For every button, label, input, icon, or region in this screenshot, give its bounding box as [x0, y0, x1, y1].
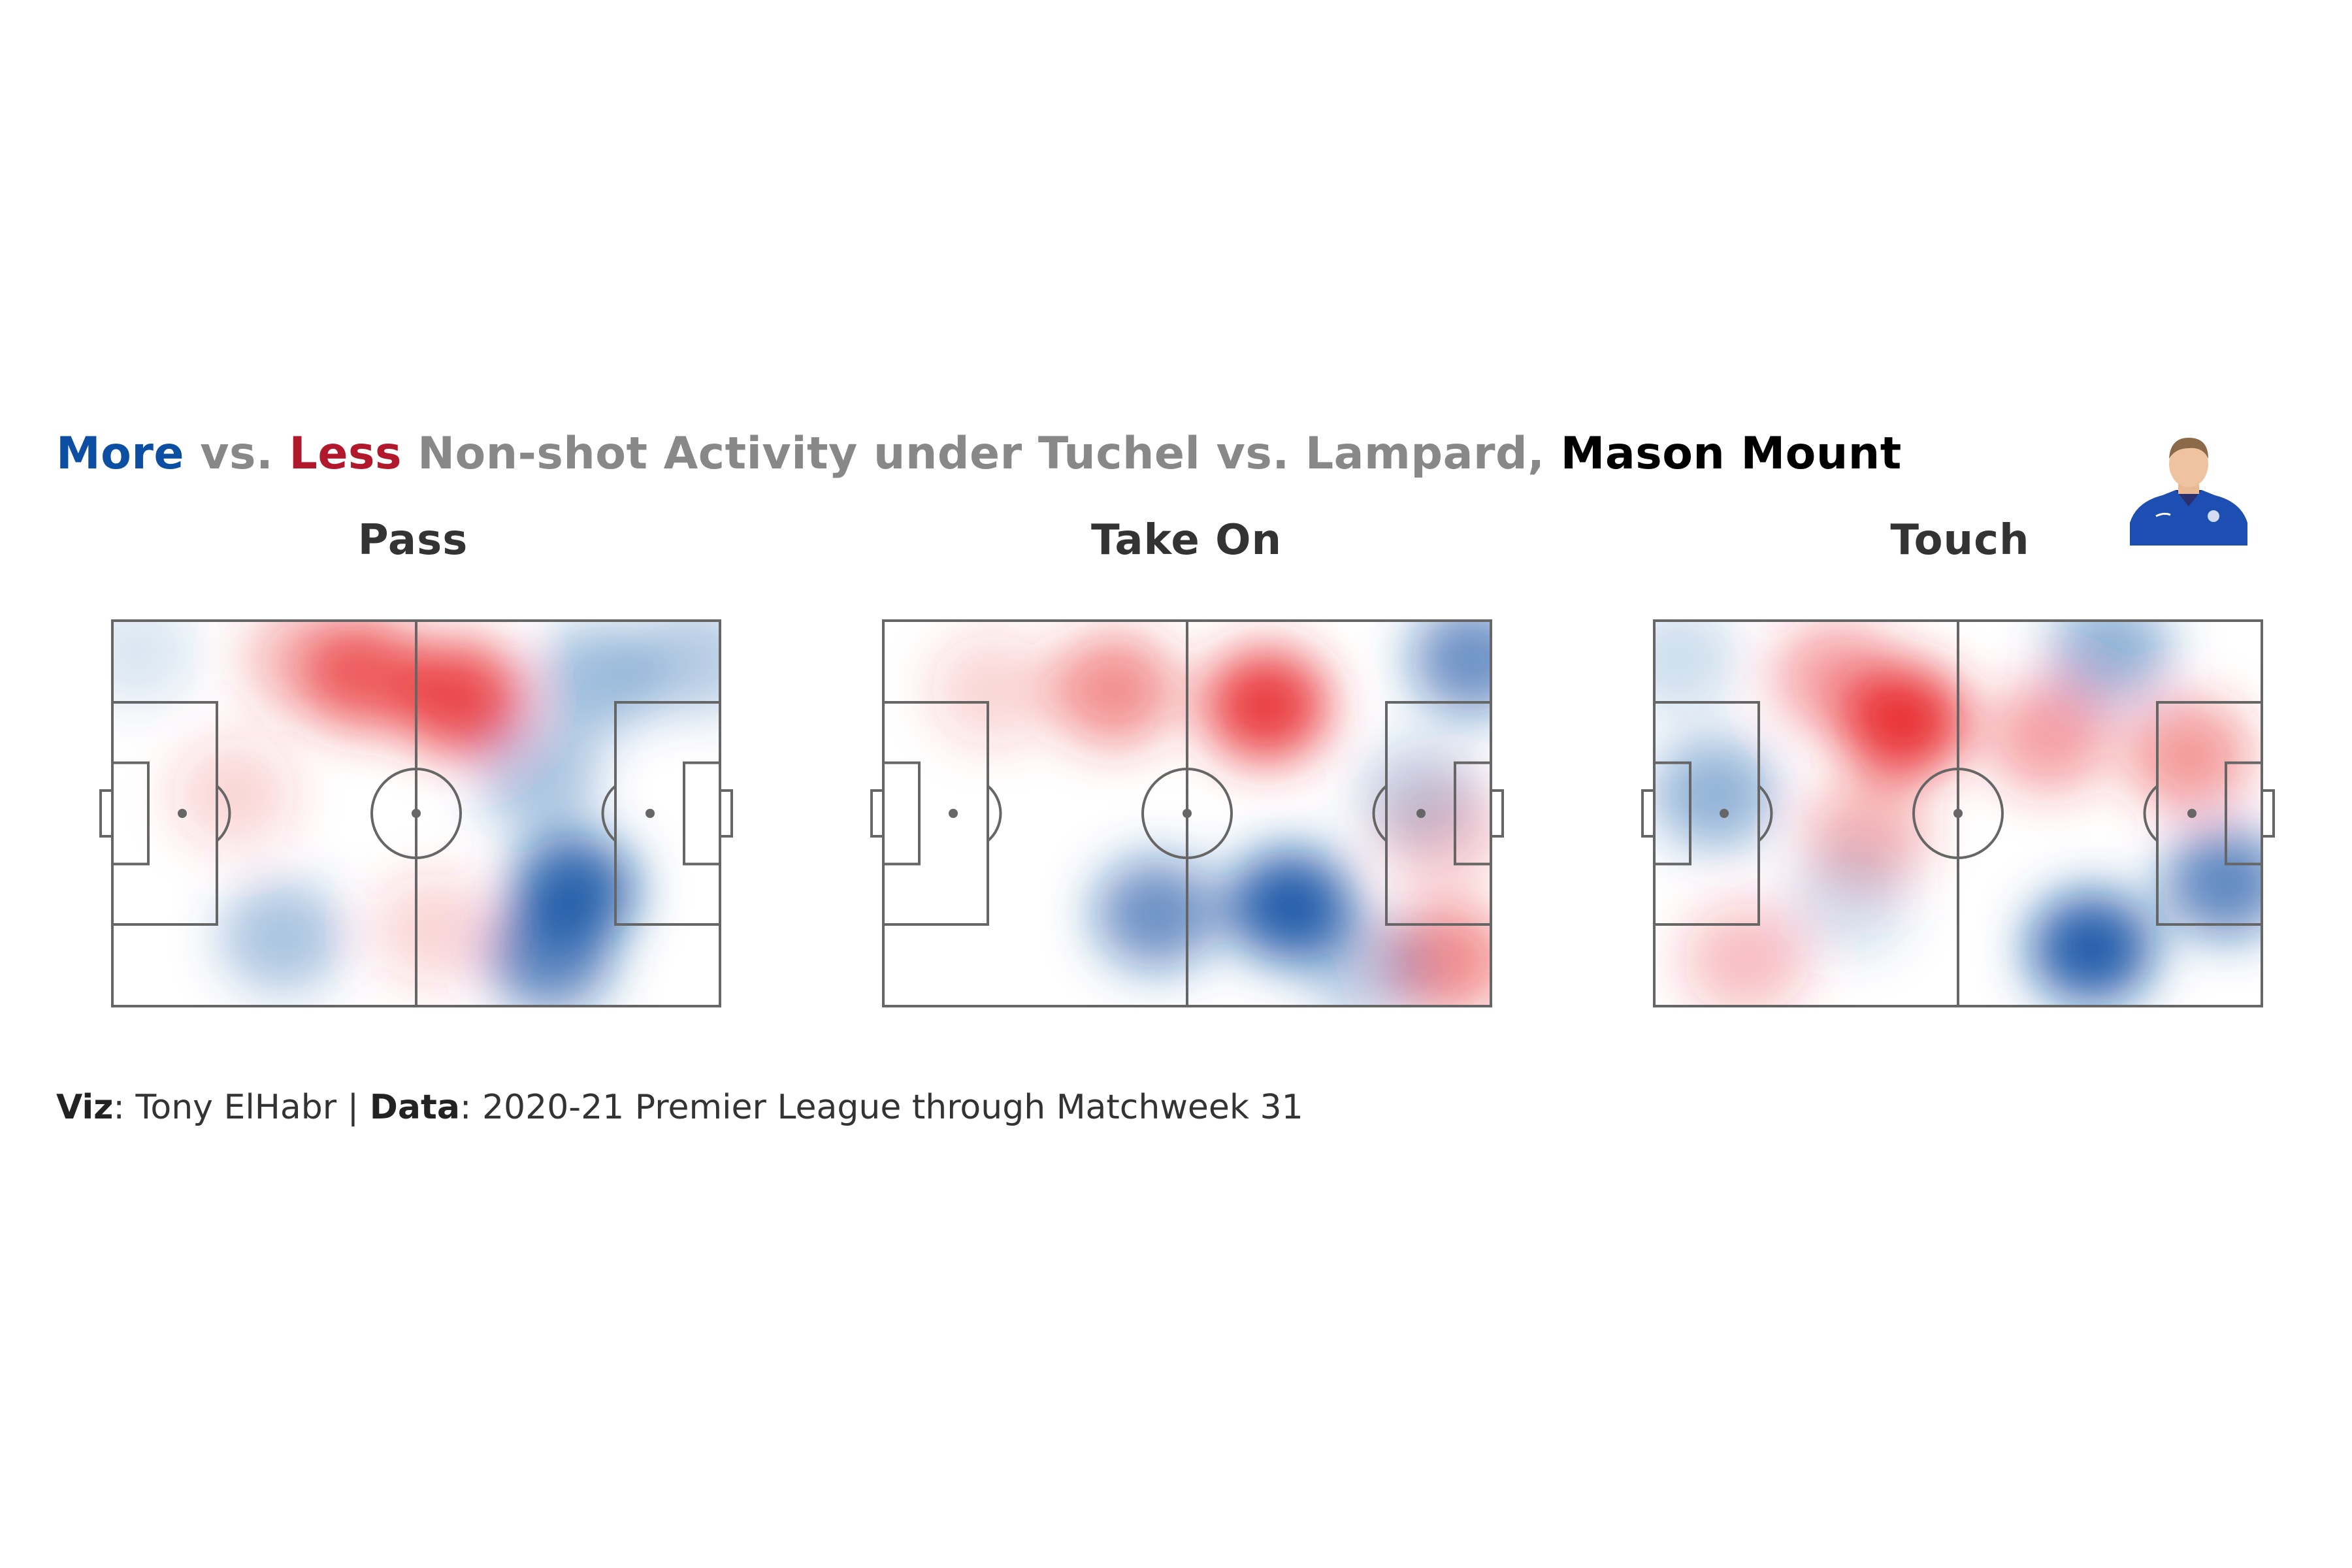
heat-blob-less — [372, 874, 497, 985]
heat-blob-more — [1094, 858, 1219, 970]
penalty-spot-left — [1720, 809, 1729, 818]
caption-data-label: Data — [369, 1088, 460, 1127]
heat-blob-more — [487, 900, 612, 1006]
title-rest: Non-shot Activity under Tuchel vs. Lampa… — [401, 428, 1561, 480]
heat-blob-more — [536, 623, 661, 734]
penalty-spot-left — [178, 809, 187, 818]
heat-blob-less — [1774, 623, 1899, 734]
heatmap-pitch-pass — [99, 619, 733, 1007]
heat-blob-more — [1411, 621, 1491, 715]
heat-blob-more — [633, 621, 720, 715]
panel-title-pass: Pass — [357, 516, 468, 564]
heat-blob-more — [1786, 842, 1911, 954]
chart-title: More vs. Less Non-shot Activity under Tu… — [56, 428, 1902, 480]
heat-blob-less — [2127, 700, 2251, 811]
heat-blob-more — [476, 719, 600, 830]
centre-spot — [1953, 809, 1963, 818]
heat-blob-less — [930, 634, 1055, 746]
centre-spot — [412, 809, 421, 818]
penalty-spot-right — [1416, 809, 1426, 818]
pitch-lines — [99, 619, 733, 1007]
heat-blob-more — [112, 621, 199, 708]
caption-data-value: : 2020-21 Premier League through Matchwe… — [459, 1088, 1303, 1127]
title-player: Mason Mount — [1560, 428, 1902, 480]
heat-blob-more — [220, 881, 345, 992]
heat-blob-more — [1307, 912, 1431, 1006]
centre-spot — [1183, 809, 1192, 818]
heat-blob-less — [172, 738, 296, 850]
panel-title-take-on: Take On — [1090, 516, 1282, 564]
heat-blob-less — [1203, 649, 1328, 761]
heatmap-pitch-touch — [1641, 619, 2275, 1007]
title-less: Less — [289, 428, 402, 480]
caption-viz-value: : Tony ElHabr | — [113, 1088, 370, 1127]
heat-blob-less — [1683, 904, 1808, 1006]
title-more: More — [56, 428, 185, 480]
heat-blob-more — [2163, 827, 2262, 939]
caption: Viz: Tony ElHabr | Data: 2020-21 Premier… — [56, 1088, 1303, 1127]
heat-blob-more — [1654, 621, 1741, 715]
heat-blob-less — [1987, 681, 2112, 792]
title-vs: vs. — [184, 428, 289, 480]
panel-title-touch: Touch — [1890, 516, 2030, 564]
heatmap-layer — [1654, 621, 2262, 1006]
heatmap-layer — [112, 621, 720, 1006]
heat-blob-more — [1356, 738, 1480, 850]
penalty-spot-right — [645, 809, 655, 818]
heat-blob-less — [397, 642, 521, 753]
heat-blob-less — [244, 621, 369, 715]
penalty-spot-left — [949, 809, 958, 818]
heatmap-pitch-take-on — [870, 619, 1504, 1007]
player-photo-icon — [2130, 438, 2247, 546]
heat-blob-more — [1654, 738, 1777, 850]
heat-blob-less — [1052, 634, 1177, 746]
heat-blob-more — [2029, 892, 2154, 1004]
penalty-spot-right — [2187, 809, 2197, 818]
caption-viz-label: Viz — [56, 1088, 114, 1127]
heat-blob-more — [2048, 621, 2172, 708]
